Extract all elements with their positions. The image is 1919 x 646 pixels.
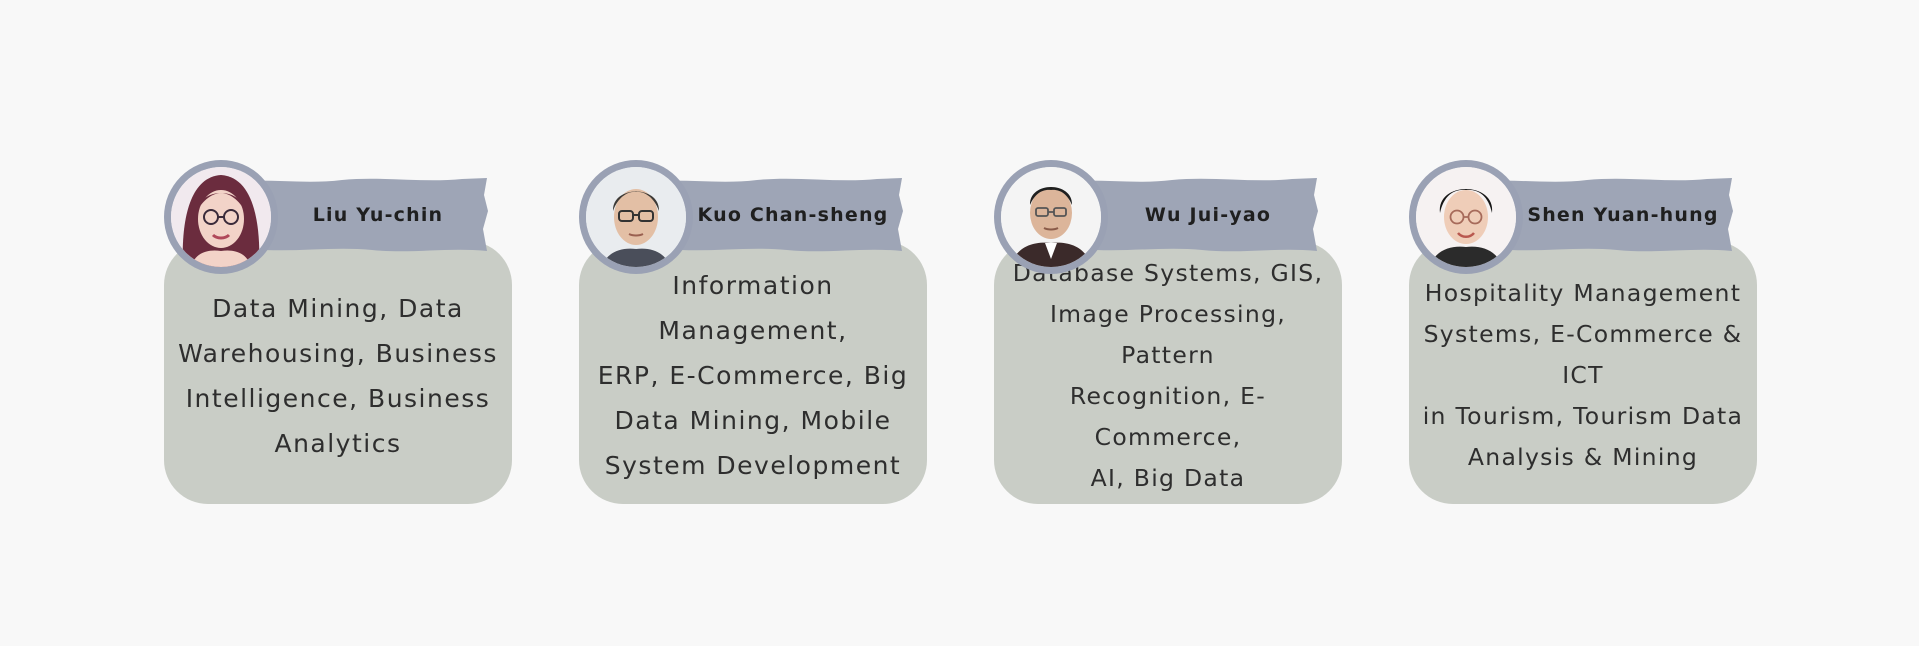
expertise-text: Hospitality Management Systems, E-Commer… <box>1421 273 1745 478</box>
avatar <box>1409 160 1523 274</box>
portrait-icon <box>171 167 271 267</box>
member-name: Liu Yu-chin <box>312 204 444 226</box>
portrait-icon <box>586 167 686 267</box>
expertise-panel: Information Management, ERP, E-Commerce,… <box>579 241 927 504</box>
expertise-line: System Development <box>604 451 902 480</box>
portrait-icon <box>1416 167 1516 267</box>
name-banner: Liu Yu-chin <box>222 177 490 253</box>
name-banner: Shen Yuan-hung <box>1467 177 1735 253</box>
member-name: Shen Yuan-hung <box>1527 204 1719 226</box>
avatar <box>164 160 278 274</box>
expertise-line: Data Mining, Mobile <box>614 406 892 435</box>
expertise-panel: Hospitality Management Systems, E-Commer… <box>1409 241 1757 504</box>
expertise-line: Systems, E-Commerce & ICT <box>1423 320 1743 389</box>
expertise-text: Information Management, ERP, E-Commerce,… <box>591 263 915 488</box>
team-card: Information Management, ERP, E-Commerce,… <box>579 160 927 504</box>
expertise-line: Analysis & Mining <box>1467 443 1699 471</box>
portrait-icon <box>1001 167 1101 267</box>
name-banner: Wu Jui-yao <box>1052 177 1320 253</box>
expertise-line: Recognition, E-Commerce, <box>1069 381 1267 451</box>
expertise-line: Image Processing, Pattern <box>1049 299 1287 369</box>
expertise-line: in Tourism, Tourism Data <box>1422 402 1744 430</box>
team-card: Database Systems, GIS, Image Processing,… <box>994 160 1342 504</box>
expertise-panel: Database Systems, GIS, Image Processing,… <box>994 241 1342 504</box>
member-name: Wu Jui-yao <box>1144 204 1272 226</box>
expertise-text: Database Systems, GIS, Image Processing,… <box>1006 253 1330 499</box>
team-card: Data Mining, Data Warehousing, Business … <box>164 160 512 504</box>
expertise-line: Intelligence, Business <box>185 383 491 413</box>
avatar <box>579 160 693 274</box>
expertise-line: ERP, E-Commerce, Big <box>597 361 909 390</box>
expertise-line: Data Mining, Data <box>212 293 464 323</box>
expertise-line: Warehousing, Business <box>178 338 498 368</box>
avatar <box>994 160 1108 274</box>
expertise-line: Hospitality Management <box>1424 279 1742 307</box>
expertise-panel: Data Mining, Data Warehousing, Business … <box>164 241 512 504</box>
expertise-text: Data Mining, Data Warehousing, Business … <box>178 286 498 466</box>
member-name: Kuo Chan-sheng <box>697 204 889 226</box>
name-banner: Kuo Chan-sheng <box>637 177 905 253</box>
expertise-line: Analytics <box>274 428 402 458</box>
team-card: Hospitality Management Systems, E-Commer… <box>1409 160 1757 504</box>
expertise-line: Information Management, <box>658 271 848 345</box>
expertise-line: AI, Big Data <box>1090 463 1246 492</box>
